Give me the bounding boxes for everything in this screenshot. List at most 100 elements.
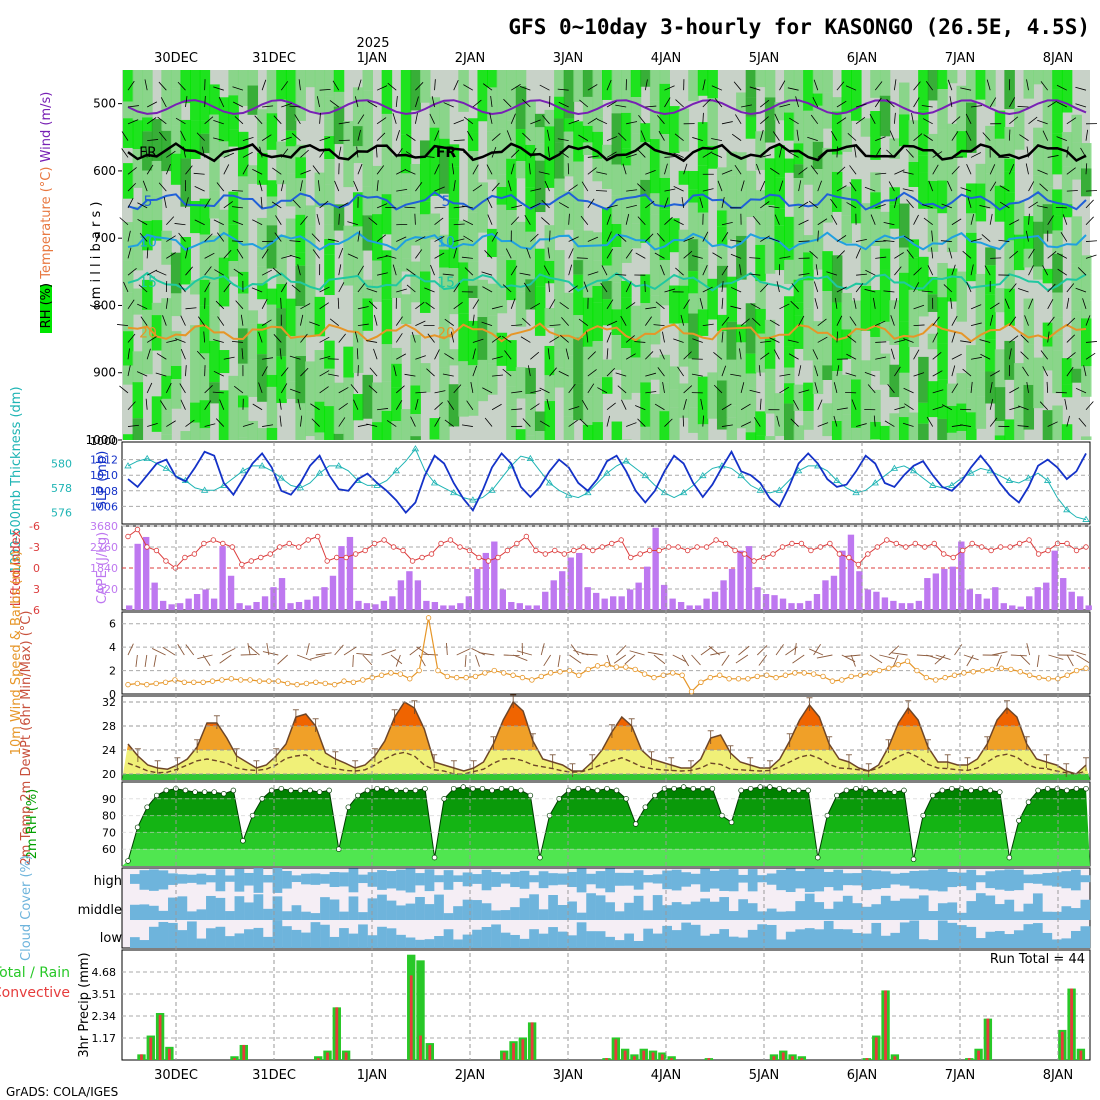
precip-convective-bar — [772, 1056, 776, 1060]
rh-cell — [209, 382, 220, 404]
rh-cell — [1033, 266, 1044, 280]
wind-barb — [1042, 366, 1049, 377]
rh-cell — [611, 421, 623, 440]
cloud-cell — [909, 898, 920, 920]
cloud-cell — [671, 930, 682, 948]
cape-bar — [779, 598, 787, 610]
cape-bar — [839, 550, 846, 610]
bottom-date-label: 3JAN — [553, 1068, 584, 1083]
wind-barb — [450, 331, 455, 343]
wind-barb — [444, 353, 454, 360]
wind-barb — [425, 302, 435, 310]
rh-cell — [525, 231, 536, 280]
rh-cell — [400, 112, 412, 135]
wind-barb — [932, 389, 944, 394]
lifted-index-point — [457, 544, 463, 550]
cloud-cell — [187, 911, 197, 920]
rh-cell — [860, 247, 872, 286]
rh-cell — [582, 125, 594, 143]
cloud-cell — [557, 873, 568, 885]
rh-cell — [573, 228, 584, 261]
rh-cell — [1042, 204, 1054, 234]
slp-tick-label: 1008 — [90, 485, 118, 498]
wind-barb — [289, 240, 301, 242]
wind-barb — [769, 319, 780, 326]
cloud-cell — [700, 898, 710, 920]
precip-axis-label: 3hr Precip (mm) — [77, 952, 92, 1057]
rh-cell — [1081, 255, 1092, 274]
rh-cell — [1042, 99, 1054, 121]
rh-cell — [429, 439, 441, 440]
wind10m-barb — [296, 654, 312, 661]
rh-cell — [544, 387, 556, 402]
wind-barb — [849, 316, 857, 326]
wind-barb — [423, 155, 435, 158]
wind-barb — [817, 336, 828, 343]
cloud-cell — [890, 873, 901, 885]
wind-barb — [960, 87, 972, 91]
wind-barb — [472, 164, 479, 175]
wind-barb — [875, 256, 887, 259]
slp-line — [127, 449, 1087, 514]
rh-cell — [199, 133, 211, 154]
wind-barb — [405, 151, 416, 158]
wind-barb — [913, 372, 925, 377]
wind-barb — [217, 316, 225, 326]
rh-point — [997, 789, 1003, 795]
rh-cell — [151, 220, 163, 241]
rh-cell — [592, 70, 603, 118]
rh-cell — [898, 321, 910, 373]
wind-speed-point — [510, 672, 516, 678]
wind10m-barb — [735, 654, 749, 664]
rh-cell — [956, 131, 967, 158]
wind-barb — [1066, 415, 1070, 427]
rh-cell — [352, 146, 364, 164]
rh-cell — [659, 382, 670, 412]
rh-cell — [784, 346, 795, 368]
lifted-index-point — [931, 540, 937, 547]
wind-barb — [357, 423, 369, 427]
wind-barb — [519, 272, 531, 276]
rh-cell — [563, 118, 575, 132]
rh-cell — [1052, 215, 1063, 231]
cloud-cell — [861, 933, 872, 948]
rh-cell — [898, 203, 910, 248]
cloud-cell — [804, 928, 815, 948]
cloud-cell — [177, 896, 188, 920]
cape-bar — [864, 589, 872, 610]
precip-convective-bar — [633, 1056, 636, 1060]
rh-point — [537, 854, 543, 861]
wind-barb — [530, 233, 539, 242]
cape-bar — [168, 604, 175, 610]
rh-point — [307, 787, 313, 794]
wind-barb — [434, 235, 445, 242]
rh-cell — [190, 201, 201, 234]
wind-barb — [375, 146, 378, 158]
wind-barb — [464, 267, 474, 276]
lifted-index-point — [684, 547, 691, 554]
wind-barb — [262, 424, 274, 427]
cloud-cell — [1023, 924, 1034, 948]
wind-barb — [463, 151, 474, 158]
rh-cell — [419, 271, 431, 313]
rh-cell — [803, 110, 814, 134]
cloud-cell — [814, 869, 825, 892]
rh-cell — [410, 212, 421, 246]
wind-barb — [300, 415, 303, 427]
wind-barb — [232, 86, 244, 91]
wind-barb — [166, 252, 176, 259]
rh-cell — [1042, 410, 1054, 440]
cloud-cell — [1080, 926, 1091, 948]
rh-point — [987, 787, 993, 794]
cape-bar — [134, 543, 141, 610]
wind-barb — [1056, 101, 1068, 108]
wind-barb — [753, 417, 761, 427]
wind-barb — [1083, 365, 1087, 377]
wind-barb — [894, 406, 906, 411]
wind-barb — [138, 284, 148, 293]
rh-cell — [1004, 158, 1015, 172]
wind-barb — [279, 398, 282, 410]
wind-barb — [586, 331, 589, 343]
wind-barb — [201, 146, 206, 158]
